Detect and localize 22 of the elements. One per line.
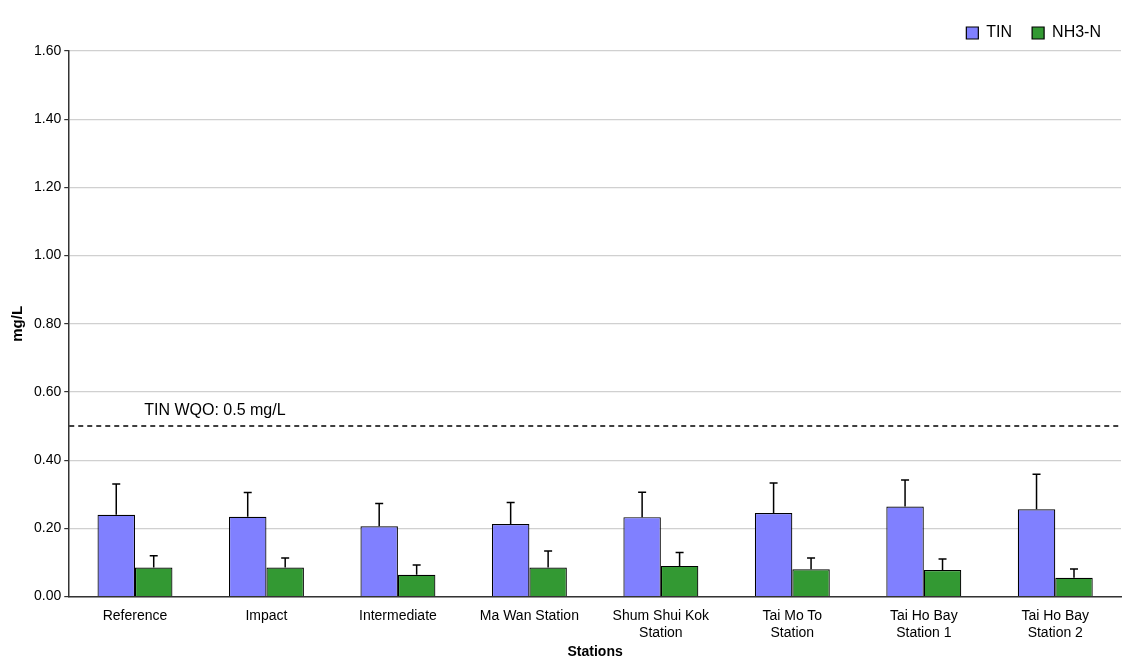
y-tick-label: 0.80 [34, 314, 62, 331]
y-axis-title: mg/L [8, 305, 26, 342]
y-tick-label: 1.40 [34, 110, 62, 127]
x-tick-label: Tai Ho Bay Station 1 [889, 606, 958, 640]
y-tick-label: 0.60 [34, 382, 62, 399]
x-tick-label: Shum Shui Kok Station [612, 606, 711, 640]
x-tick-label: Tai Mo To Station [762, 606, 823, 640]
legend-label: NH3-N [1052, 23, 1101, 41]
x-tick-label: Intermediate [359, 606, 438, 623]
y-tick-label: 1.60 [34, 41, 62, 58]
x-tick-label: Tai Ho Bay Station 2 [1021, 606, 1090, 640]
legend-label: TIN [986, 23, 1013, 41]
x-axis-title: Stations [567, 643, 623, 660]
ref-line-label: TIN WQO: 0.5 mg/L [144, 400, 286, 418]
x-tick-label: Reference [102, 606, 168, 623]
y-tick-label: 0.20 [34, 519, 62, 536]
x-tick-label: Impact [245, 606, 288, 623]
x-tick-label: Ma Wan Station [479, 606, 579, 623]
y-tick-label: 0.40 [34, 451, 62, 468]
y-tick-label: 1.00 [34, 246, 62, 263]
y-tick-label: 0.00 [34, 587, 62, 604]
y-tick-label: 1.20 [34, 178, 62, 195]
